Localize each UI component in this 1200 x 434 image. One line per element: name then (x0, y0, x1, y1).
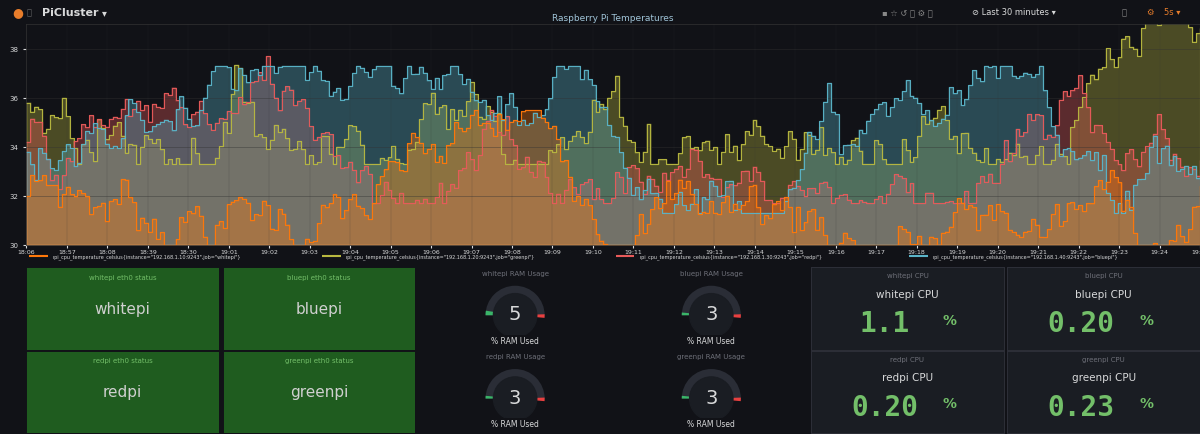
Circle shape (690, 377, 733, 420)
Circle shape (690, 294, 733, 337)
Text: bluepi: bluepi (295, 302, 342, 316)
Text: % RAM Used: % RAM Used (688, 336, 736, 345)
Text: ⚙: ⚙ (1146, 8, 1153, 17)
Wedge shape (733, 398, 740, 401)
Text: whitepi CPU: whitepi CPU (887, 273, 929, 279)
Text: bluepi eth0 status: bluepi eth0 status (287, 274, 350, 280)
Text: bluepi RAM Usage: bluepi RAM Usage (680, 270, 743, 276)
Text: ▾: ▾ (102, 8, 107, 17)
Text: ⬛: ⬛ (26, 8, 31, 17)
Text: greenpi eth0 status: greenpi eth0 status (284, 358, 353, 363)
Text: 5s ▾: 5s ▾ (1164, 8, 1181, 17)
Text: whitepi eth0 status: whitepi eth0 status (89, 274, 156, 280)
Text: 0.20: 0.20 (851, 393, 918, 421)
Text: redpi CPU: redpi CPU (882, 372, 934, 382)
Text: greenpi CPU: greenpi CPU (1082, 356, 1126, 362)
Text: %: % (1139, 313, 1153, 327)
Wedge shape (493, 294, 536, 316)
Circle shape (493, 294, 536, 337)
Wedge shape (682, 369, 740, 399)
Text: ●: ● (12, 6, 23, 19)
Title: Raspberry Pi Temperatures: Raspberry Pi Temperatures (552, 14, 674, 23)
Text: %: % (943, 313, 956, 327)
Text: rpi_cpu_temperature_celsius{instance="192.168.1.20:9243",job="greenpi"}: rpi_cpu_temperature_celsius{instance="19… (346, 253, 535, 260)
Text: 3: 3 (706, 388, 718, 407)
Text: %: % (1139, 397, 1153, 411)
Wedge shape (690, 377, 733, 399)
Wedge shape (536, 398, 545, 401)
Text: % RAM Used: % RAM Used (688, 419, 736, 428)
Text: bluepi CPU: bluepi CPU (1085, 273, 1122, 279)
Text: ▪ ☆ ↺ ⬛ ⚙ ⬛: ▪ ☆ ↺ ⬛ ⚙ ⬛ (882, 8, 932, 17)
Text: greenpi RAM Usage: greenpi RAM Usage (677, 353, 745, 359)
Text: 3: 3 (706, 305, 718, 324)
Text: 1.1: 1.1 (859, 310, 910, 338)
Text: % RAM Used: % RAM Used (491, 336, 539, 345)
Text: redpi: redpi (103, 385, 143, 399)
Text: bluepi CPU: bluepi CPU (1075, 289, 1132, 299)
Text: rpi_cpu_temperature_celsius{instance="192.168.1.40:9243",job="bluepi"}: rpi_cpu_temperature_celsius{instance="19… (932, 253, 1118, 260)
Text: greenpi CPU: greenpi CPU (1072, 372, 1135, 382)
Text: 5: 5 (509, 305, 521, 324)
Text: greenpi: greenpi (289, 385, 348, 399)
Wedge shape (486, 369, 545, 399)
Wedge shape (493, 377, 536, 399)
Wedge shape (682, 396, 690, 399)
Text: 3: 3 (509, 388, 521, 407)
Text: 0.20: 0.20 (1048, 310, 1114, 338)
Text: whitepi: whitepi (95, 302, 151, 316)
Wedge shape (536, 315, 545, 318)
Text: redpi eth0 status: redpi eth0 status (92, 358, 152, 363)
Wedge shape (690, 294, 733, 316)
Text: 🔍: 🔍 (1122, 8, 1127, 17)
Text: redpi CPU: redpi CPU (890, 356, 924, 362)
Text: %: % (943, 397, 956, 411)
Text: 0.23: 0.23 (1048, 393, 1114, 421)
Text: rpi_cpu_temperature_celsius{instance="192.168.1.30:9243",job="redpi"}: rpi_cpu_temperature_celsius{instance="19… (640, 253, 822, 260)
Wedge shape (486, 396, 493, 399)
Text: redpi RAM Usage: redpi RAM Usage (486, 353, 545, 359)
Text: rpi_cpu_temperature_celsius{instance="192.168.1.10:9243",job="whitepi"}: rpi_cpu_temperature_celsius{instance="19… (53, 253, 241, 260)
Wedge shape (682, 286, 740, 316)
Text: PiCluster: PiCluster (42, 8, 98, 17)
Text: ⊘ Last 30 minutes ▾: ⊘ Last 30 minutes ▾ (972, 8, 1056, 17)
Wedge shape (486, 311, 493, 316)
Text: whitepi CPU: whitepi CPU (876, 289, 938, 299)
Wedge shape (486, 286, 545, 316)
Text: whitepi RAM Usage: whitepi RAM Usage (481, 270, 548, 276)
Circle shape (493, 377, 536, 420)
Wedge shape (733, 315, 740, 318)
Wedge shape (682, 313, 690, 316)
Text: % RAM Used: % RAM Used (491, 419, 539, 428)
